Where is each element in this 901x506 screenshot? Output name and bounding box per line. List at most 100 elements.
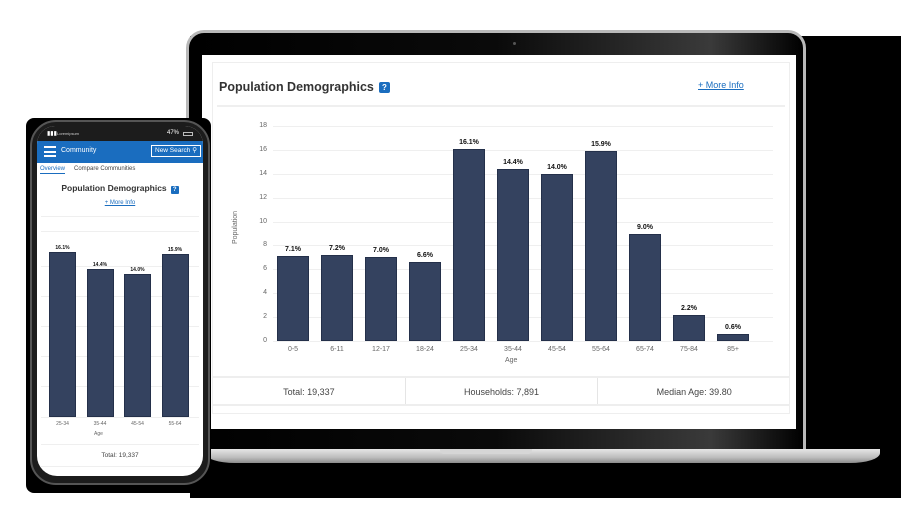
bar-65-74[interactable] [629,233,661,341]
y-tick-label: 4 [263,289,267,297]
x-tick-label: 6-11 [330,346,344,353]
bar-0-5[interactable] [277,256,309,341]
divider [41,466,199,467]
tab-compare-communities[interactable]: Compare Communities [74,166,136,172]
y-tick-label: 12 [259,193,267,201]
search-icon: ⚲ [192,147,197,154]
mobile-x-tick-label: 55-64 [168,421,182,427]
mobile-more-info-link[interactable]: + More Info [104,200,136,206]
stats-row: Total: 19,337 Households: 7,891 Median A… [213,376,790,406]
stat-median-age: Median Age: 39.80 [656,387,732,397]
mobile-x-axis-label: Age [94,431,103,437]
x-tick-label: 45-54 [548,346,566,353]
y-tick-label: 14 [259,169,267,177]
bar-value-label: 14.0% [547,163,567,171]
more-info-link[interactable]: + More Info [698,80,744,90]
x-tick-label: 85+ [727,346,739,353]
x-tick-label: 75-84 [680,346,698,353]
bar-6-11[interactable] [321,255,353,341]
help-icon[interactable]: ? [170,186,179,194]
help-icon[interactable]: ? [378,82,390,93]
bar-value-label: 15.9% [591,141,611,149]
y-tick-label: 0 [263,337,267,344]
gridline [273,341,773,342]
population-demographics-card: Population Demographics? + More Info Pop… [212,62,790,414]
bar-value-label: 9.0% [637,223,653,231]
gridline [273,149,773,151]
y-tick-label: 10 [259,217,267,225]
bar-25-34[interactable] [453,148,485,341]
y-tick-label: 18 [259,122,267,129]
gridline [273,126,773,127]
bar-value-label: 0.6% [725,323,741,331]
tab-overview[interactable]: Overview [40,166,66,174]
hamburger-menu-icon[interactable] [44,146,56,157]
y-tick-label: 16 [259,145,267,153]
laptop-notch [440,449,532,454]
bar-value-label: 16.1% [459,138,479,146]
card-title-text: Population Demographics [219,80,374,94]
mobile-bar-value-label: 14.0% [130,266,145,273]
x-axis-label: Age [505,357,518,364]
x-tick-label: 25-34 [460,346,478,353]
card-title: Population Demographics? [219,80,390,94]
mobile-x-tick-label: 25-34 [56,421,69,427]
mobile-bar-value-label: 16.1% [55,245,70,251]
mobile-total: Total: 19,337 [101,452,139,459]
battery-percent: 47% [167,130,180,136]
mobile-card-title: Population Demographics? [37,183,203,194]
mobile-x-tick-label: 35-44 [93,421,107,427]
status-bar: ▮▮▮ Loremipsum 47% [37,126,203,141]
laptop-camera [513,42,516,45]
mobile-bar-value-label: 15.9% [167,247,183,254]
tab-bar: Overview Compare Communities [37,166,203,177]
y-tick-label: 6 [263,265,267,273]
x-tick-label: 0-5 [287,346,299,353]
bar-value-label: 2.2% [681,304,697,312]
bar-55-64[interactable] [585,151,617,341]
bar-75-84[interactable] [673,314,705,341]
stat-households: Households: 7,891 [406,378,599,404]
bar-value-label: 14.4% [503,159,523,166]
laptop-base [205,449,880,463]
gridline [41,296,199,297]
bar-value-label: 7.1% [285,246,301,254]
bar-chart: Population Age 0 2 4 6 8 10 12 14 16 18 7.1% 0-5 7.2… [232,119,783,369]
stat-total: Total: 19,337 [213,378,406,404]
gridline [41,326,199,327]
gridline [41,356,199,357]
gridline [41,231,199,232]
mobile-bar-35-44[interactable] [86,269,114,417]
y-tick-label: 8 [263,241,267,249]
bar-85+[interactable] [717,333,749,341]
mobile-bar-value-label: 14.4% [92,262,108,269]
x-tick-label: 35-44 [504,346,522,353]
bar-value-label: 6.6% [417,252,433,260]
mobile-bar-25-34[interactable] [49,252,76,417]
bar-35-44[interactable] [497,169,529,341]
y-tick-label: 2 [263,313,267,321]
phone-screen: ▮▮▮ Loremipsum 47% Community New Search … [37,126,203,476]
signal-icon: ▮▮▮ [47,131,57,137]
bar-12-17[interactable] [365,257,397,341]
divider [217,105,785,107]
bar-18-24[interactable] [409,262,441,341]
x-tick-label: 55-64 [592,346,610,353]
new-search-label: New Search [155,147,191,154]
gridline [41,266,199,267]
bar-value-label: 7.0% [373,247,389,255]
x-axis-line [41,417,199,418]
y-axis-label: Population [232,210,240,245]
mobile-bar-45-54[interactable] [124,273,151,417]
x-tick-label: 12-17 [372,346,390,353]
divider [41,216,199,217]
battery-icon [183,132,193,136]
carrier-name: Loremipsum [57,131,80,136]
app-title: Community [61,147,97,154]
new-search-button[interactable]: New Search ⚲ [151,145,201,157]
mobile-card-title-text: Population Demographics [61,183,167,193]
gridline [41,386,199,387]
mobile-bar-55-64[interactable] [161,254,189,417]
bar-45-54[interactable] [541,173,573,341]
